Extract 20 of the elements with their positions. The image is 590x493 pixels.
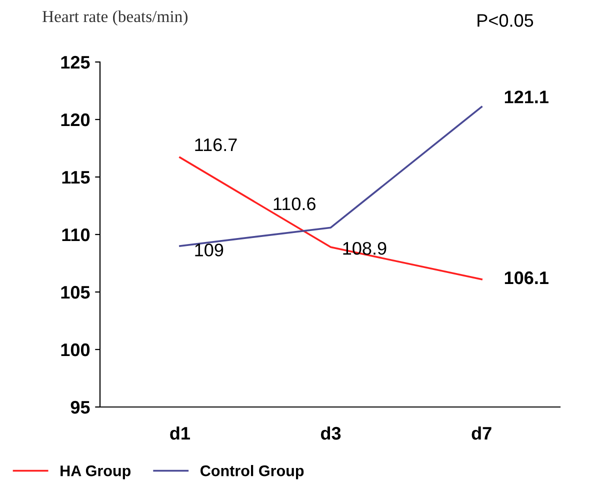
y-tick-label: 120 <box>61 113 90 126</box>
y-tick-label: 105 <box>61 286 90 299</box>
y-tick-label: 100 <box>61 343 90 356</box>
data-label: 106.1 <box>504 271 548 284</box>
y-tick-label: 95 <box>70 400 90 414</box>
y-axis-title: Heart rate (beats/min) <box>42 10 188 26</box>
x-tick-label: d7 <box>472 426 492 440</box>
text: P<0.05 <box>478 14 534 27</box>
legend-label: HA Group <box>60 465 131 480</box>
x-tick-label: d3 <box>320 426 341 440</box>
legend-label: Control Group <box>200 465 304 480</box>
data-label: 110.6 <box>274 197 316 210</box>
y-tick-label: 110 <box>62 228 90 242</box>
x-tick-label: d1 <box>170 426 190 440</box>
data-label: 108.9 <box>343 242 386 255</box>
data-label: 116.7 <box>195 138 237 152</box>
data-label: 109 <box>195 244 224 256</box>
y-tick-label: 115 <box>62 171 90 184</box>
data-label: 121.1 <box>504 90 548 104</box>
y-tick-label: 125 <box>61 56 90 69</box>
